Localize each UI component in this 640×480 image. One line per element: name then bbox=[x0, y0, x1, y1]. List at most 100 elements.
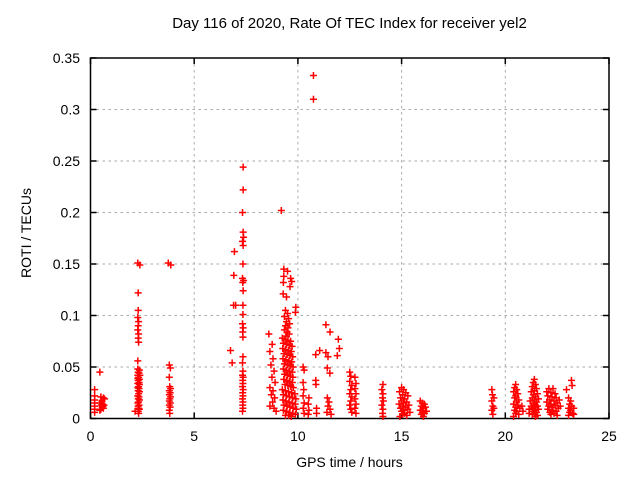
data-point bbox=[519, 407, 527, 415]
data-point bbox=[511, 394, 519, 402]
data-point bbox=[348, 382, 356, 390]
data-point bbox=[333, 352, 341, 360]
data-point bbox=[91, 408, 99, 416]
data-point bbox=[282, 332, 290, 340]
y-tick-label: 0.25 bbox=[53, 153, 80, 169]
data-point bbox=[525, 409, 533, 417]
data-point bbox=[400, 399, 408, 407]
data-point bbox=[230, 271, 238, 279]
data-point bbox=[533, 402, 541, 410]
data-point bbox=[300, 386, 308, 394]
data-point bbox=[286, 408, 294, 416]
data-point bbox=[346, 401, 354, 409]
data-point bbox=[289, 363, 297, 371]
data-point bbox=[266, 384, 274, 392]
data-point bbox=[543, 398, 551, 406]
data-point bbox=[396, 388, 404, 396]
data-point bbox=[99, 394, 107, 402]
data-point bbox=[285, 388, 293, 396]
data-point bbox=[300, 409, 308, 417]
data-point bbox=[239, 310, 247, 318]
y-tick-label: 0.1 bbox=[61, 308, 81, 324]
data-point bbox=[291, 410, 299, 418]
data-point bbox=[135, 409, 143, 417]
data-point bbox=[379, 397, 387, 405]
data-point bbox=[378, 401, 386, 409]
data-point bbox=[528, 383, 536, 391]
data-point bbox=[518, 402, 526, 410]
data-point bbox=[551, 390, 559, 398]
data-point bbox=[282, 340, 290, 348]
data-point bbox=[230, 248, 238, 256]
data-point bbox=[510, 388, 518, 396]
data-point bbox=[325, 398, 333, 406]
data-point bbox=[100, 401, 108, 409]
data-point bbox=[512, 403, 520, 411]
data-point bbox=[490, 404, 498, 412]
data-point bbox=[96, 406, 104, 414]
data-point bbox=[512, 381, 520, 389]
x-tick-label: 0 bbox=[87, 428, 95, 444]
data-point bbox=[134, 357, 142, 365]
data-point bbox=[167, 261, 175, 269]
data-point bbox=[239, 209, 247, 216]
data-point bbox=[351, 395, 359, 403]
data-point bbox=[239, 279, 247, 287]
data-point bbox=[267, 391, 275, 399]
data-point bbox=[397, 394, 405, 402]
data-point bbox=[239, 407, 247, 415]
data-point bbox=[240, 233, 248, 241]
data-point bbox=[280, 265, 288, 273]
data-point bbox=[379, 394, 387, 402]
data-point bbox=[134, 289, 142, 297]
data-point bbox=[166, 409, 174, 417]
data-point bbox=[239, 241, 247, 249]
plot-border bbox=[89, 57, 610, 420]
data-point bbox=[266, 402, 274, 410]
data-point bbox=[284, 267, 292, 275]
data-point bbox=[134, 326, 142, 334]
data-point bbox=[323, 408, 331, 416]
data-point bbox=[228, 359, 236, 367]
data-point bbox=[288, 358, 296, 366]
data-point bbox=[239, 186, 247, 194]
data-point bbox=[555, 396, 563, 404]
data-point bbox=[396, 412, 404, 420]
data-point bbox=[286, 283, 294, 291]
data-point bbox=[280, 313, 288, 321]
data-point bbox=[545, 402, 553, 410]
data-point bbox=[271, 394, 279, 402]
data-point bbox=[351, 404, 359, 412]
data-point bbox=[323, 394, 331, 402]
data-point bbox=[239, 301, 247, 309]
data-point bbox=[488, 391, 496, 399]
data-point bbox=[568, 382, 576, 390]
data-point bbox=[232, 301, 240, 309]
data-point bbox=[515, 410, 523, 418]
data-point bbox=[347, 372, 355, 380]
data-point bbox=[570, 410, 578, 418]
data-point bbox=[287, 412, 295, 420]
data-point bbox=[549, 385, 557, 393]
data-point bbox=[300, 366, 308, 374]
data-point bbox=[131, 407, 139, 415]
data-point bbox=[335, 344, 343, 352]
data-point bbox=[304, 400, 312, 408]
data-point bbox=[531, 412, 539, 420]
data-point bbox=[378, 386, 386, 394]
data-point bbox=[270, 367, 278, 375]
data-point bbox=[166, 403, 174, 411]
x-axis-label: GPS time / hours bbox=[296, 454, 403, 470]
data-point bbox=[547, 389, 555, 397]
x-tick-label: 20 bbox=[498, 428, 514, 444]
data-point bbox=[292, 405, 300, 413]
data-point bbox=[285, 398, 293, 406]
data-point bbox=[239, 333, 247, 341]
data-point bbox=[347, 386, 355, 394]
data-point bbox=[265, 330, 273, 338]
data-point bbox=[326, 328, 334, 336]
data-point bbox=[379, 412, 387, 420]
data-point bbox=[304, 410, 312, 418]
data-point bbox=[287, 348, 295, 356]
